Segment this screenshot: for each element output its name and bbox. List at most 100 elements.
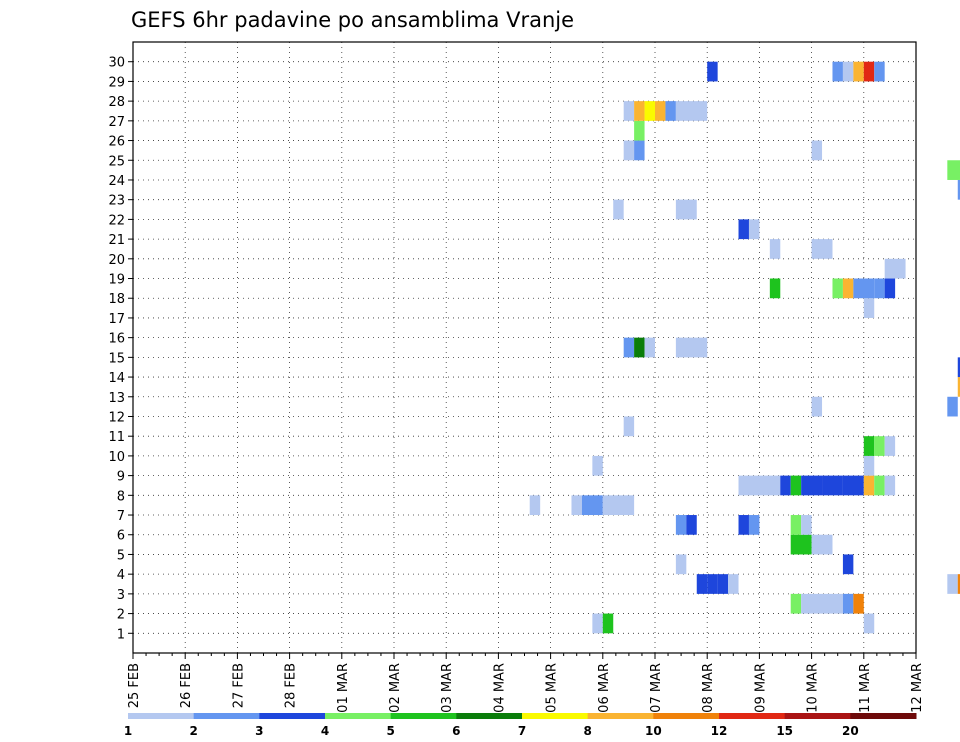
heat-cell xyxy=(675,101,708,121)
legend-label: 1 xyxy=(124,724,132,738)
y-tick-label: 20 xyxy=(108,253,125,268)
y-tick-label: 21 xyxy=(108,233,125,248)
heat-cell xyxy=(790,475,802,496)
heat-cell xyxy=(717,574,729,594)
heat-cell xyxy=(957,179,960,200)
heat-cell xyxy=(801,475,823,496)
heat-cell xyxy=(655,101,666,121)
legend-swatch xyxy=(325,713,392,719)
heat-cell xyxy=(675,554,687,575)
x-tick-label: 01 MAR xyxy=(336,663,351,713)
heat-cell xyxy=(748,219,760,240)
y-tick-label: 5 xyxy=(117,548,125,563)
legend-label: 7 xyxy=(518,724,526,738)
heat-cell xyxy=(842,278,854,299)
heat-cell xyxy=(738,475,781,496)
heat-cell xyxy=(529,495,541,516)
heat-cell xyxy=(623,337,635,358)
y-tick-label: 27 xyxy=(108,115,125,130)
heat-cell xyxy=(822,475,843,496)
x-tick-label: 03 MAR xyxy=(440,663,455,713)
x-tick-label: 07 MAR xyxy=(649,663,664,713)
y-tick-label: 6 xyxy=(117,529,125,544)
heat-cell xyxy=(707,574,718,594)
x-tick-label: 11 MAR xyxy=(858,663,873,713)
x-axis-ticks: 25 FEB 26 FEB 27 FEB 28 FEB 01 MAR 02 MAR 03 M… xyxy=(127,653,925,713)
y-tick-label: 22 xyxy=(108,213,125,228)
heat-cell xyxy=(853,278,875,299)
x-tick-label: 28 FEB xyxy=(284,663,299,708)
heat-cell xyxy=(592,455,603,476)
heat-cell xyxy=(634,101,645,121)
y-tick-label: 14 xyxy=(108,371,125,386)
heat-cell xyxy=(842,61,854,82)
y-tick-label: 10 xyxy=(108,450,125,465)
legend-swatch xyxy=(653,713,720,719)
legend-swatch xyxy=(784,713,851,719)
plot-frame xyxy=(132,41,917,654)
x-tick-label: 08 MAR xyxy=(701,663,716,713)
legend-swatch xyxy=(456,713,523,719)
heat-cell xyxy=(863,298,875,318)
heat-cell xyxy=(947,160,960,180)
x-tick-label: 12 MAR xyxy=(910,663,925,713)
heat-cell xyxy=(853,61,864,82)
y-tick-label: 15 xyxy=(108,351,125,366)
y-tick-label: 7 xyxy=(117,509,125,524)
y-tick-label: 17 xyxy=(108,312,125,327)
y-tick-label: 2 xyxy=(117,608,125,623)
heat-cell xyxy=(863,613,875,634)
heat-cell xyxy=(571,495,582,516)
legend-label: 5 xyxy=(386,724,394,738)
heat-cell xyxy=(581,495,603,516)
heat-cell xyxy=(832,61,843,82)
legend-label: 12 xyxy=(711,724,728,738)
heat-cell xyxy=(853,593,864,614)
legend-swatch xyxy=(587,713,654,719)
heat-cell xyxy=(769,239,781,259)
heat-cell xyxy=(790,515,802,535)
heat-cell xyxy=(623,416,635,437)
heat-cell xyxy=(863,475,875,496)
legend-label: 4 xyxy=(321,724,329,738)
legend-swatch xyxy=(259,713,326,719)
heat-cell xyxy=(811,239,833,259)
heat-cell xyxy=(863,436,875,456)
heat-cell xyxy=(738,515,749,535)
heat-cell xyxy=(696,574,708,594)
color-legend: 1 2 3 4 5 6 7 8 10 12 15 20 xyxy=(124,713,917,738)
heat-cell xyxy=(957,377,960,397)
heat-cell xyxy=(613,199,624,220)
heat-cell xyxy=(884,475,896,496)
heat-cell xyxy=(665,101,676,121)
y-tick-label: 8 xyxy=(117,489,125,504)
heat-cell xyxy=(592,613,603,634)
x-tick-label: 25 FEB xyxy=(127,663,142,708)
y-tick-label: 26 xyxy=(108,135,125,150)
x-tick-label: 04 MAR xyxy=(492,663,507,713)
heat-cell xyxy=(884,258,906,279)
legend-label: 3 xyxy=(255,724,263,738)
heat-cell xyxy=(874,278,885,299)
heat-cell xyxy=(842,593,854,614)
legend-swatch xyxy=(193,713,260,719)
heat-cell xyxy=(947,574,958,594)
heat-cell xyxy=(675,337,708,358)
x-tick-label: 02 MAR xyxy=(388,663,403,713)
y-tick-label: 30 xyxy=(108,56,125,71)
heat-cell xyxy=(874,475,885,496)
x-tick-label: 10 MAR xyxy=(806,663,821,713)
y-axis-ticks: 1234567891011121314151617181920212223242… xyxy=(108,56,133,642)
heat-cell xyxy=(728,574,739,594)
heat-cell xyxy=(957,357,960,378)
cells-layer xyxy=(529,61,960,634)
heat-cell xyxy=(874,436,885,456)
heat-cell xyxy=(790,534,812,555)
heat-cell xyxy=(811,534,833,555)
heat-cell xyxy=(811,396,823,417)
heat-cell xyxy=(863,61,875,82)
x-tick-label: 27 FEB xyxy=(231,663,246,708)
heat-cell xyxy=(707,61,718,82)
heat-cell xyxy=(842,554,854,575)
